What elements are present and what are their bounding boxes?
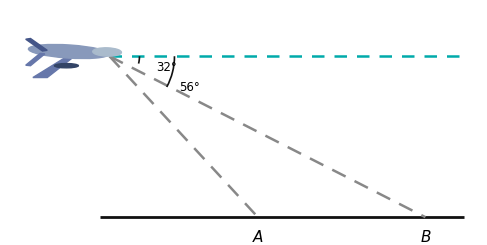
Ellipse shape bbox=[55, 63, 78, 68]
Text: 32°: 32° bbox=[156, 61, 177, 74]
Ellipse shape bbox=[93, 48, 121, 56]
Polygon shape bbox=[26, 38, 47, 51]
Text: 56°: 56° bbox=[180, 81, 200, 94]
Polygon shape bbox=[26, 53, 45, 66]
Ellipse shape bbox=[28, 45, 109, 59]
Text: A: A bbox=[253, 230, 263, 245]
Polygon shape bbox=[33, 54, 76, 77]
Text: B: B bbox=[420, 230, 431, 245]
